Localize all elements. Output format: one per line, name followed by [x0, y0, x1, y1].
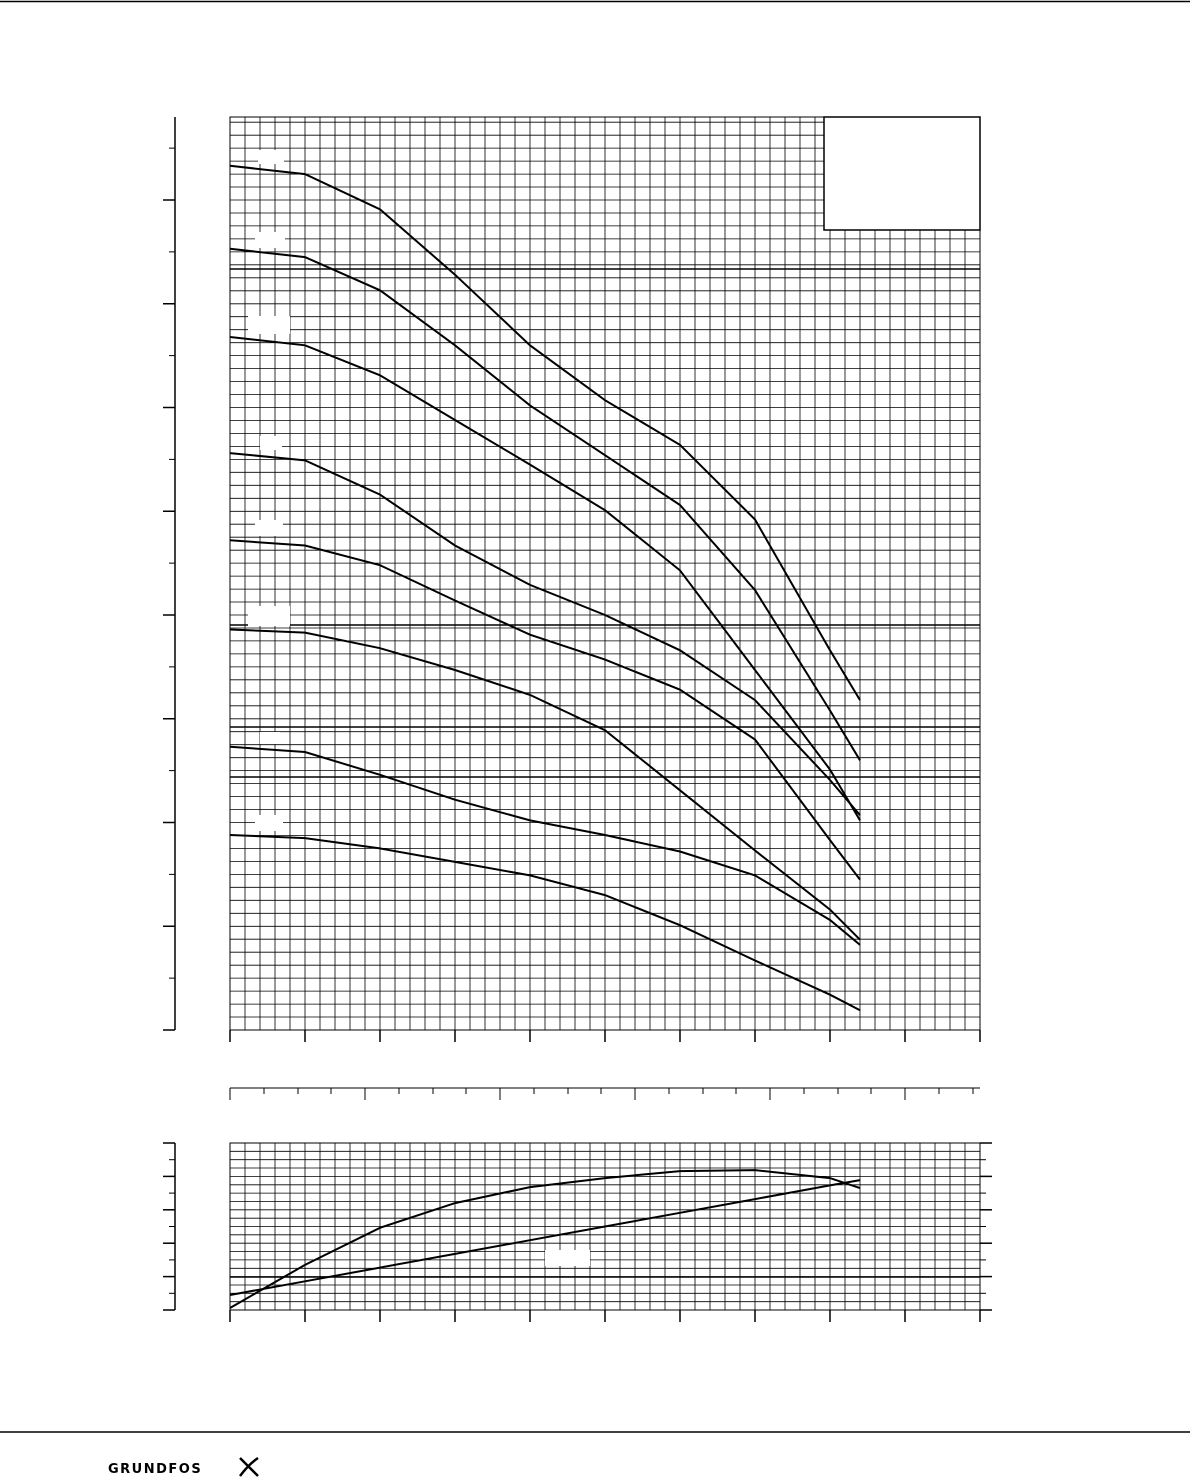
curve	[229, 336, 861, 821]
curve	[229, 834, 861, 1012]
curve	[229, 452, 861, 816]
logo-mark	[239, 1456, 259, 1477]
charts	[163, 116, 992, 1322]
curve	[229, 1179, 861, 1296]
legend-box	[823, 116, 981, 231]
curve	[229, 539, 861, 881]
secondary-scale	[229, 1087, 980, 1100]
curve	[229, 164, 861, 701]
curve	[229, 247, 861, 761]
logo: GRUNDFOS	[108, 1462, 202, 1477]
label-blanks	[248, 150, 590, 1266]
curve	[229, 628, 861, 941]
curve	[229, 1169, 861, 1309]
minor-grid	[229, 117, 981, 1031]
curve	[229, 745, 861, 946]
